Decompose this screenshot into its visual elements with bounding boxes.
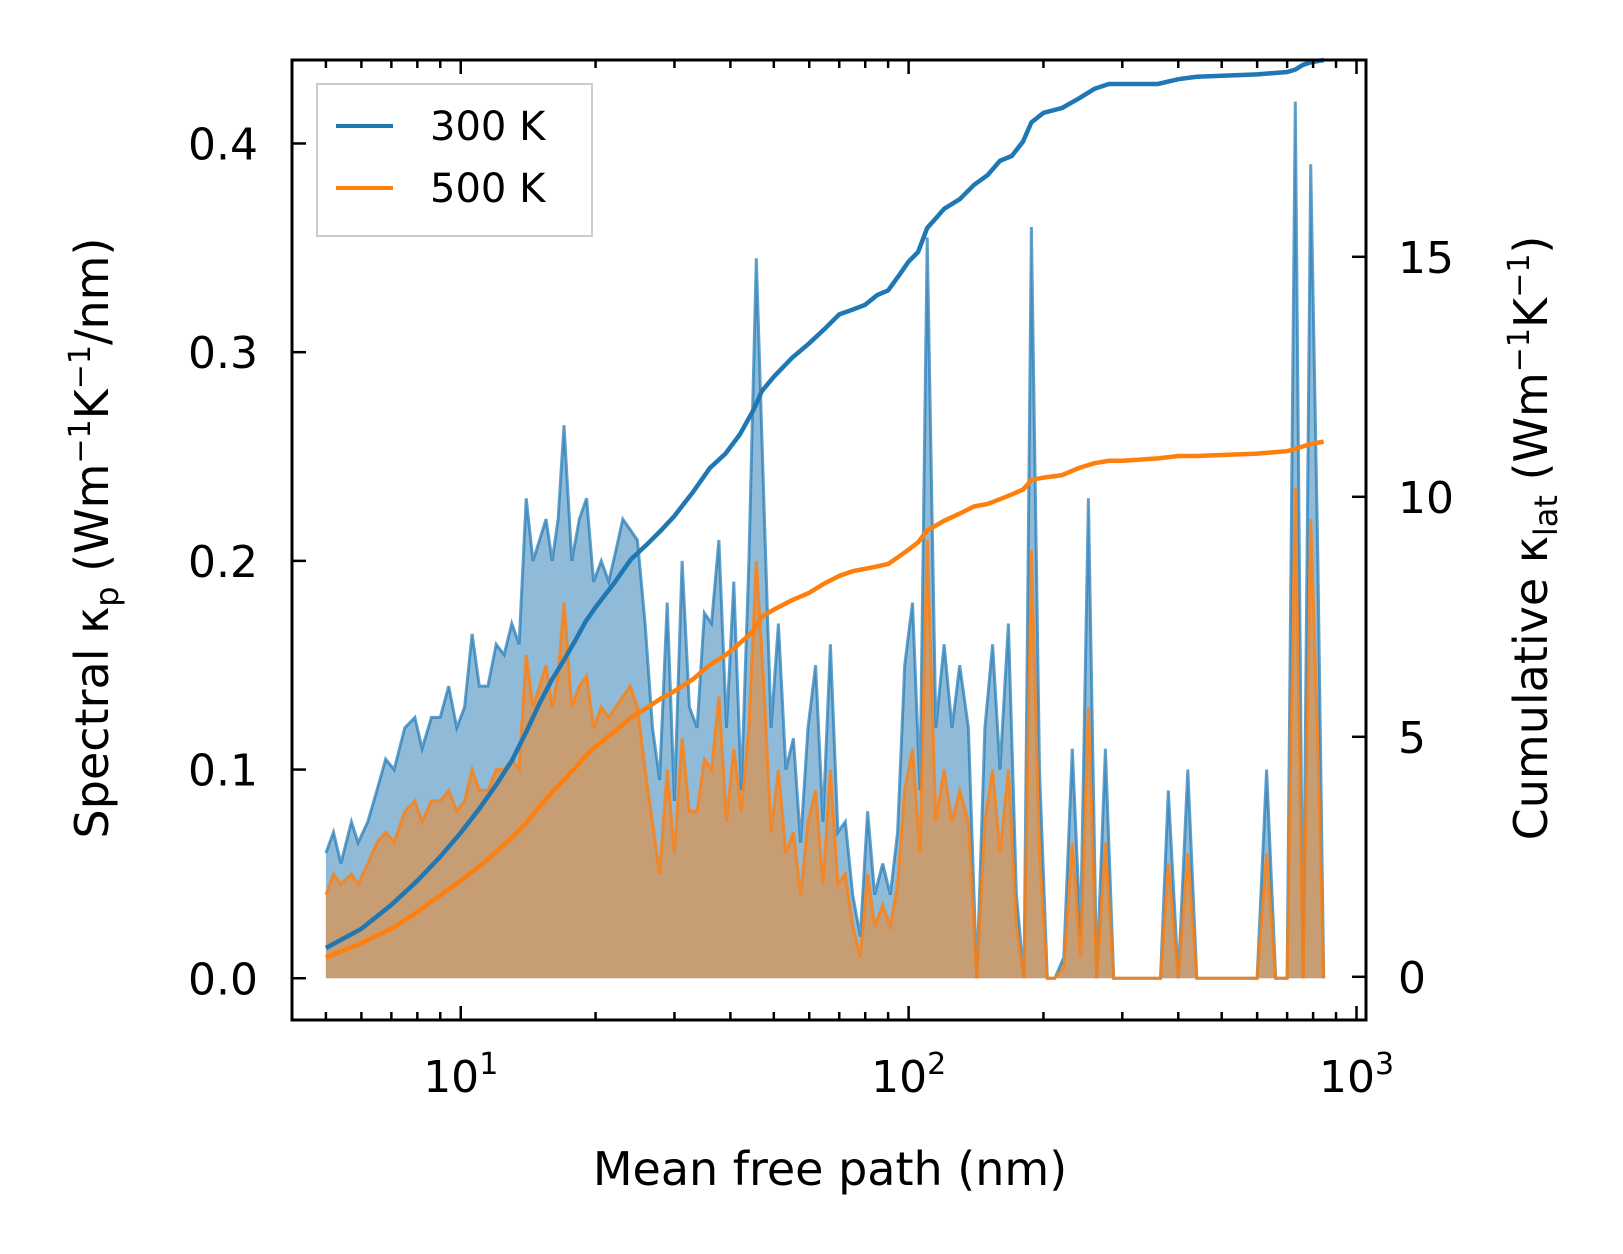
legend-label-300K: 300 K (430, 104, 547, 150)
y-right-tick-label: 5 (1398, 713, 1426, 764)
legend-label-500K: 500 K (430, 166, 547, 212)
y-right-tick-label: 10 (1398, 473, 1454, 524)
axes (290, 58, 1368, 1022)
y-axis-left-label: Spectral κp (Wm−1K−1/nm) (63, 238, 126, 839)
axes-frame (290, 58, 1368, 1022)
y-right-tick-label: 15 (1398, 233, 1454, 284)
legend: 300 K 500 K (316, 83, 593, 237)
y-right-tick-label: 0 (1398, 953, 1426, 1004)
spectral-line-500K (324, 487, 1326, 980)
spectral-area-500K (325, 487, 1324, 979)
y-axis-right-label: Cumulative κlat (Wm−1K−1) (1502, 236, 1565, 841)
x-tick-label-1e3: 103 (1319, 1047, 1394, 1103)
y-left-tick-label: 0.2 (188, 537, 258, 588)
y-left-tick-label: 0.3 (188, 328, 258, 379)
x-axis-label: Mean free path (nm) (593, 1142, 1067, 1196)
cumulative-line-500K (325, 439, 1325, 960)
cumulative-line-300K (324, 57, 1325, 950)
x-tick-label-1e1: 101 (423, 1047, 498, 1103)
y-left-tick-label: 0.0 (188, 954, 258, 1005)
x-tick-label-1e2: 102 (871, 1047, 946, 1103)
plot-area (324, 57, 1326, 980)
legend-frame (316, 83, 593, 237)
spectral-line-300K (324, 101, 1326, 980)
y-left-tick-label: 0.4 (188, 119, 258, 170)
y-left-tick-label: 0.1 (188, 746, 258, 797)
